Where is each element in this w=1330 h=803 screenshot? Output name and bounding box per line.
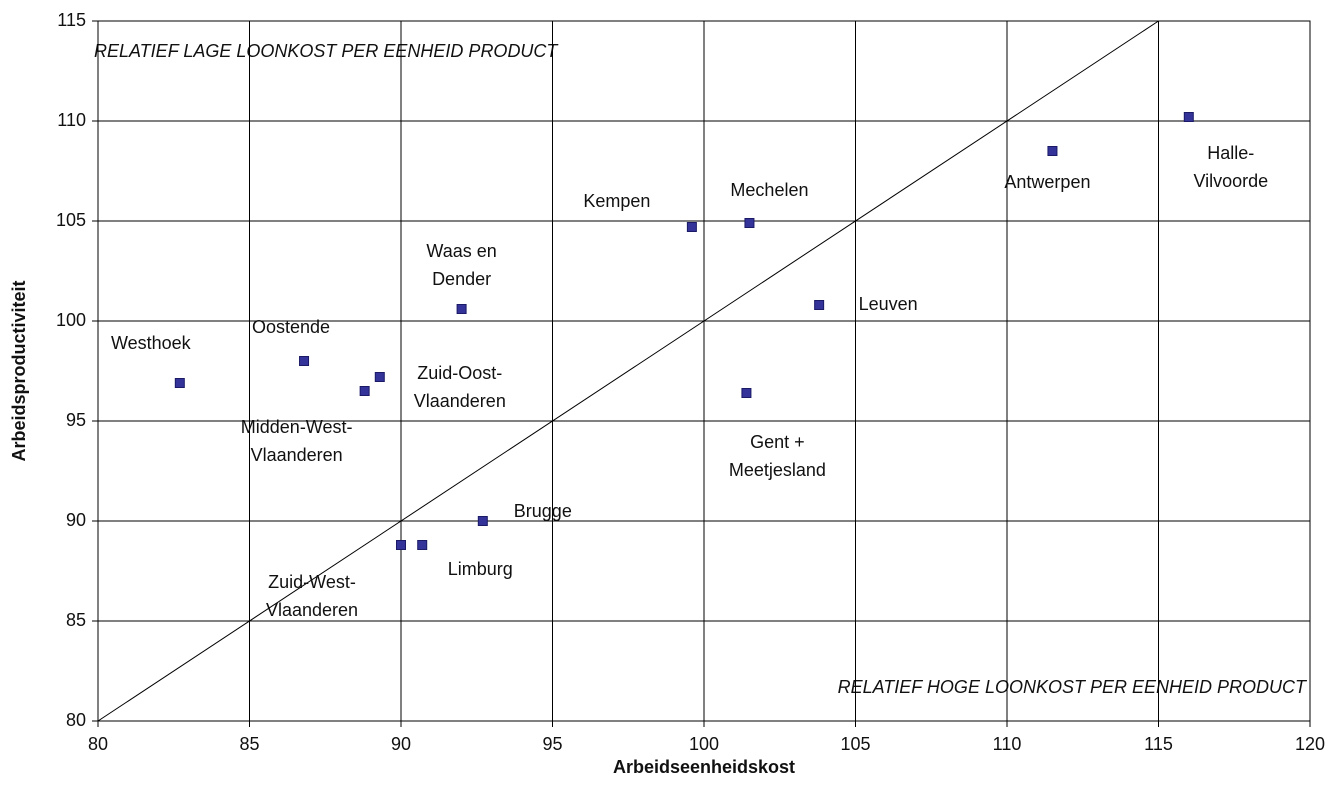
point-label: Halle- — [1207, 143, 1254, 163]
x-tick-label: 100 — [689, 734, 719, 754]
y-tick-label: 95 — [66, 410, 86, 430]
point-label: Kempen — [583, 191, 650, 211]
point — [686, 222, 697, 232]
point — [1047, 146, 1058, 156]
point-label: Westhoek — [111, 333, 192, 353]
x-tick-label: 110 — [993, 734, 1022, 754]
point-label: Meetjesland — [729, 460, 826, 480]
point-label: Waas en — [426, 241, 496, 261]
point-label: Brugge — [514, 501, 572, 521]
point-label: Mechelen — [730, 180, 808, 200]
point-label: Vilvoorde — [1193, 171, 1268, 191]
point — [396, 540, 406, 550]
x-axis-title: Arbeidseenheidskost — [613, 757, 795, 777]
point-label: Vlaanderen — [414, 391, 506, 411]
x-tick-label: 90 — [391, 734, 411, 754]
x-tick-label: 120 — [1295, 734, 1325, 754]
point — [374, 372, 385, 382]
annotation: RELATIEF HOGE LOONKOST PER EENHEID PRODU… — [838, 677, 1308, 697]
x-tick-label: 95 — [542, 734, 562, 754]
point-label: Antwerpen — [1004, 172, 1090, 192]
y-tick-label: 115 — [57, 10, 86, 30]
point — [814, 300, 825, 310]
annotation: RELATIEF LAGE LOONKOST PER EENHEID PRODU… — [94, 41, 559, 61]
x-tick-label: 105 — [840, 734, 870, 754]
y-tick-label: 90 — [66, 510, 86, 530]
point-label: Gent + — [750, 432, 805, 452]
reference-line — [97, 20, 1159, 722]
x-tick-label: 85 — [239, 734, 259, 754]
point-label: Dender — [432, 269, 491, 289]
point — [1183, 112, 1194, 122]
point — [417, 540, 428, 550]
point — [741, 388, 752, 398]
point-label: Vlaanderen — [251, 445, 343, 465]
x-tick-label: 80 — [88, 734, 108, 754]
point — [299, 356, 310, 366]
point-label: Vlaanderen — [266, 600, 358, 620]
point-label: Leuven — [859, 294, 918, 314]
point — [477, 516, 488, 526]
point — [456, 304, 467, 314]
y-tick-label: 80 — [66, 710, 86, 730]
y-tick-label: 85 — [66, 610, 86, 630]
point — [359, 386, 370, 396]
y-tick-label: 100 — [56, 310, 86, 330]
point-label: Oostende — [252, 317, 330, 337]
point — [744, 218, 755, 228]
x-tick-label: 115 — [1144, 734, 1173, 754]
point-label: Limburg — [448, 559, 513, 579]
y-axis-title: Arbeidsproductiviteit — [9, 280, 29, 461]
y-tick-label: 110 — [57, 110, 86, 130]
point-label: Zuid-West- — [268, 572, 356, 592]
point-label: Zuid-Oost- — [417, 363, 502, 383]
point — [174, 378, 185, 388]
y-tick-label: 105 — [56, 210, 86, 230]
point-label: Midden-West- — [241, 417, 353, 437]
plot-border — [97, 20, 1311, 722]
